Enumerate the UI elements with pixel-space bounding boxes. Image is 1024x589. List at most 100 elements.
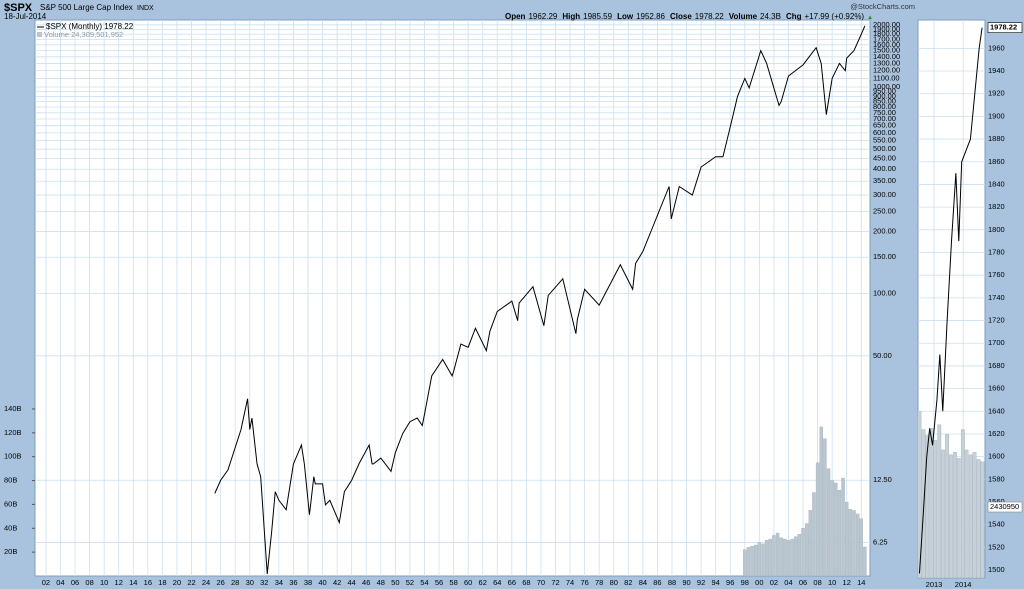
x-tick-label: 12	[115, 578, 123, 587]
volume-bar	[834, 482, 838, 577]
x-tick-label: 14	[129, 578, 137, 587]
date: 18-Jul-2014	[4, 12, 47, 21]
volume-bar	[956, 458, 961, 579]
y-tick-label: 1900.00	[873, 24, 900, 33]
x-tick-label: 2014	[955, 580, 972, 589]
y-tick-label: 150.00	[873, 252, 896, 261]
y-tick-label: 300.00	[873, 190, 896, 199]
y-tick-label: 1880	[988, 134, 1005, 143]
y-tick-label: 1740	[988, 293, 1005, 302]
y-tick-label: 1560	[988, 497, 1005, 506]
x-tick-label: 34	[275, 578, 283, 587]
volume-bar	[949, 454, 953, 579]
y2-tick-label: 140B	[4, 404, 22, 413]
y-tick-label: 250.00	[873, 206, 896, 215]
y-tick-label: 1900	[988, 111, 1005, 120]
y-tick-label: 1820	[988, 202, 1005, 211]
y-tick-label: 1600	[988, 452, 1005, 461]
y-tick-label: 1780	[988, 247, 1005, 256]
y-tick-label: 100.00	[873, 289, 896, 298]
y-tick-label: 1620	[988, 429, 1005, 438]
x-tick-label: 14	[857, 578, 865, 587]
y-tick-label: 650.00	[873, 121, 896, 130]
volume-bar	[960, 429, 965, 579]
quote-label: Close	[670, 12, 692, 21]
volume-bar	[801, 528, 805, 577]
y-tick-label: 500.00	[873, 144, 896, 153]
y-tick-label: 1840	[988, 179, 1005, 188]
x-tick-label: 56	[435, 578, 443, 587]
y-tick-label: 2000.00	[873, 20, 900, 29]
x-tick-label: 04	[56, 578, 64, 587]
x-tick-label: 12	[843, 578, 851, 587]
volume-bar	[855, 513, 860, 577]
x-tick-label: 52	[406, 578, 414, 587]
volume-value-box	[987, 501, 1023, 513]
x-tick-label: 20	[173, 578, 181, 587]
x-tick-label: 36	[289, 578, 297, 587]
y-tick-label: 1540	[988, 520, 1005, 529]
quote-label: Chg	[786, 12, 802, 21]
volume-bar	[764, 540, 769, 577]
quote-value: 1985.59	[583, 12, 612, 21]
y-tick-label: 1300.00	[873, 58, 900, 67]
x-tick-label: 58	[449, 578, 457, 587]
y2-tick-label: 120B	[4, 428, 22, 437]
volume-bar	[964, 449, 969, 579]
y-tick-label: 1660	[988, 384, 1005, 393]
volume-bar	[953, 452, 957, 579]
y-tick-label: 350.00	[873, 176, 896, 185]
x-tick-label: 44	[348, 578, 356, 587]
volume-bar	[945, 434, 950, 579]
volume-bar	[797, 534, 802, 577]
y-tick-label: 6.25	[873, 537, 888, 546]
y-tick-label: 1500.00	[873, 46, 900, 55]
y2-tick-label: 100B	[4, 452, 22, 461]
x-tick-label: 22	[187, 578, 195, 587]
quote-value: +17.99 (+0.92%)	[805, 12, 865, 21]
y-tick-label: 700.00	[873, 114, 896, 123]
y-tick-label: 1600.00	[873, 40, 900, 49]
x-tick-label: 08	[85, 578, 93, 587]
y-tick-label: 1520	[988, 542, 1005, 551]
y-tick-label: 400.00	[873, 164, 896, 173]
x-tick-label: 50	[391, 578, 399, 587]
y-tick-label: 1200.00	[873, 66, 900, 75]
quote-value: 1978.22	[695, 12, 724, 21]
volume-bar	[757, 542, 762, 577]
source: @StockCharts.com	[850, 2, 915, 11]
x-tick-label: 92	[697, 578, 705, 587]
volume-bar	[783, 538, 787, 577]
volume-bar	[819, 426, 823, 577]
quote-label: Volume	[729, 12, 758, 21]
y-tick-label: 1680	[988, 361, 1005, 370]
x-tick-label: 70	[537, 578, 545, 587]
x-tick-label: 30	[246, 578, 254, 587]
volume-bar	[823, 438, 827, 577]
y-tick-label: 1700	[988, 338, 1005, 347]
quote-label: High	[562, 12, 580, 21]
x-tick-label: 90	[682, 578, 690, 587]
x-tick-label: 66	[508, 578, 516, 587]
y-tick-label: 1760	[988, 270, 1005, 279]
y2-tick-label: 60B	[4, 499, 17, 508]
grid-layer	[35, 20, 985, 578]
x-tick-label: 86	[653, 578, 661, 587]
y-tick-label: 600.00	[873, 128, 896, 137]
y-tick-label: 1800	[988, 225, 1005, 234]
volume-bar	[830, 480, 834, 577]
quote-label: Open	[505, 12, 526, 21]
y-tick-label: 1700.00	[873, 34, 900, 43]
y-tick-label: 850.00	[873, 97, 896, 106]
volume-bar	[772, 535, 776, 577]
volume-bar	[968, 454, 973, 579]
y-tick-label: 950.00	[873, 87, 896, 96]
x-tick-label: 02	[42, 578, 50, 587]
y-tick-label: 1940	[988, 66, 1005, 75]
x-tick-label: 54	[420, 578, 428, 587]
y-tick-label: 750.00	[873, 108, 896, 117]
y-tick-label: 12.50	[873, 475, 892, 484]
quote-value: 1962.29	[528, 12, 557, 21]
symbol: $SPX	[4, 2, 33, 14]
volume-bar	[941, 449, 945, 579]
